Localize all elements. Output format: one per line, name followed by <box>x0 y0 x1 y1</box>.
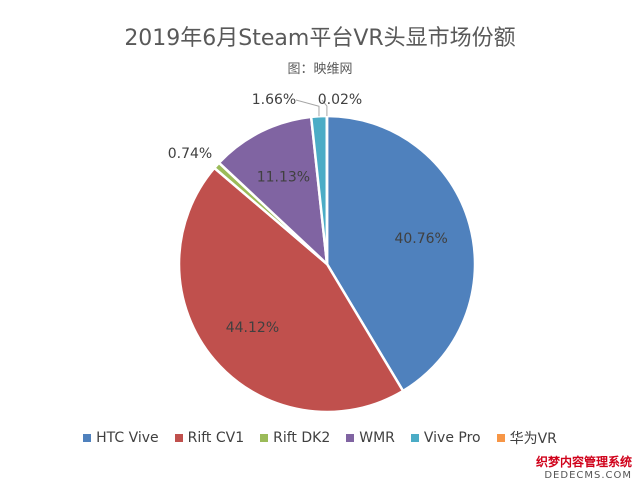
legend-item-vive-pro: Vive Pro <box>410 430 481 446</box>
chart-legend: HTC Vive Rift CV1 Rift DK2 WMR Vive Pro … <box>0 428 640 448</box>
watermark-line1: 织梦内容管理系统 <box>535 455 632 469</box>
chart-title: 2019年6月Steam平台VR头显市场份额 <box>124 26 516 51</box>
data-label-vive-pro: 1.66% <box>252 92 296 108</box>
data-label-rift-cv1: 44.12% <box>226 320 279 336</box>
legend-swatch <box>496 434 505 442</box>
pie-slice-htc-vive <box>325 114 477 393</box>
legend-label: Rift DK2 <box>273 430 331 446</box>
data-label-wmr: 11.13% <box>257 170 310 186</box>
legend-swatch <box>260 434 269 442</box>
legend-item-rift-dk2: Rift DK2 <box>260 430 330 446</box>
pie-slice-wmr <box>217 115 329 268</box>
data-label-vr: 0.02% <box>318 92 362 108</box>
legend-label: Rift CV1 <box>187 430 245 446</box>
legend-item-wmr: WMR <box>346 430 395 446</box>
legend-swatch <box>346 434 355 442</box>
legend-swatch <box>174 434 183 442</box>
legend-item-huawei-vr: 华为VR <box>496 428 557 448</box>
watermark-line2: DEDECMS.COM <box>544 470 632 481</box>
legend-item-htc-vive: HTC Vive <box>83 430 159 446</box>
leader-line-vr <box>321 99 328 117</box>
legend-swatch <box>83 434 92 442</box>
legend-label: Vive Pro <box>423 430 481 446</box>
legend-label: WMR <box>359 430 395 446</box>
watermark: 织梦内容管理系统 DEDECMS.COM <box>536 453 632 481</box>
legend-label: 华为VR <box>509 431 557 447</box>
data-label-htc-vive: 40.76% <box>394 231 447 247</box>
leader-line-vive-pro <box>295 99 320 117</box>
chart-subtitle: 图：映维网 <box>287 62 353 77</box>
legend-swatch <box>410 434 419 442</box>
data-label-rift-dk2: 0.74% <box>168 146 212 162</box>
pie-slice-rift-cv1 <box>177 166 405 414</box>
legend-item-rift-cv1: Rift CV1 <box>174 430 245 446</box>
legend-label: HTC Vive <box>96 430 159 446</box>
